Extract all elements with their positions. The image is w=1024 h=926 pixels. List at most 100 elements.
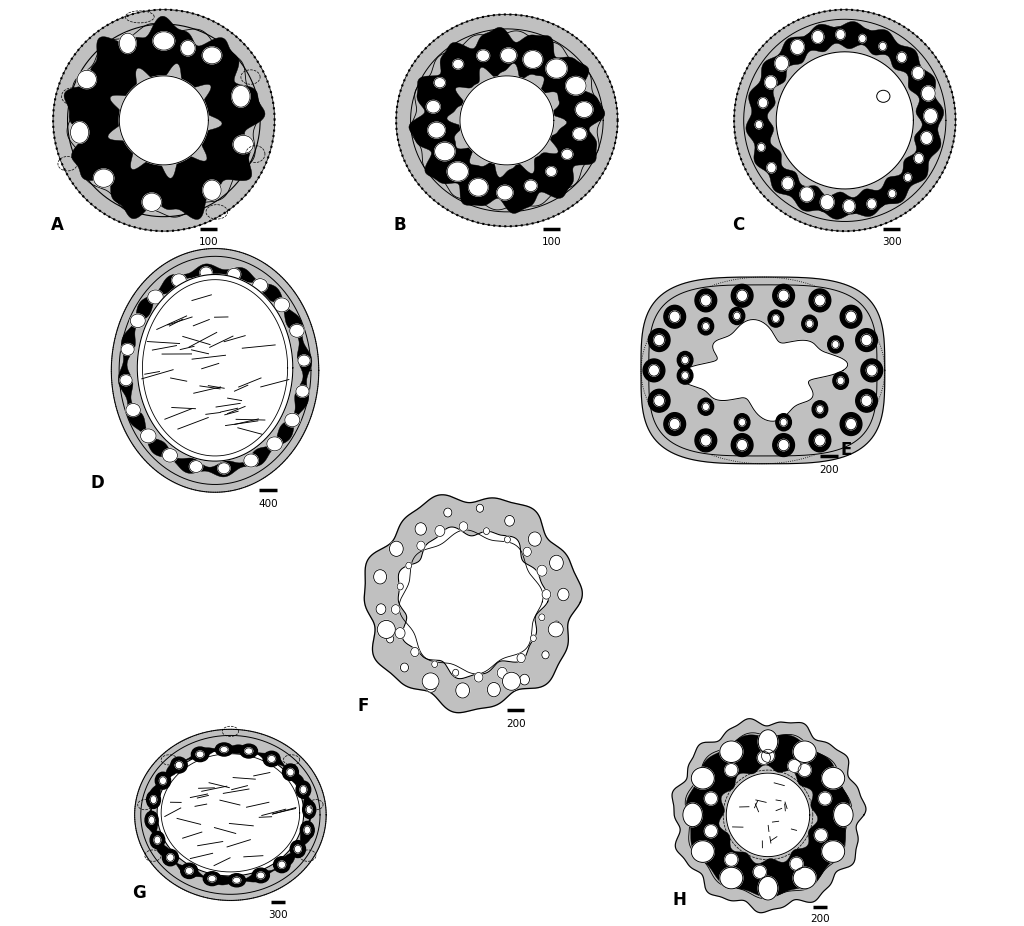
Ellipse shape: [185, 868, 194, 874]
Ellipse shape: [809, 429, 830, 452]
Ellipse shape: [417, 541, 425, 550]
Text: 300: 300: [882, 237, 901, 247]
Ellipse shape: [653, 334, 665, 345]
Ellipse shape: [846, 311, 856, 322]
Ellipse shape: [218, 463, 230, 474]
Ellipse shape: [477, 50, 489, 61]
Ellipse shape: [702, 322, 710, 331]
Ellipse shape: [705, 825, 718, 838]
Ellipse shape: [809, 289, 830, 312]
Text: 200: 200: [506, 719, 525, 729]
Ellipse shape: [71, 121, 89, 144]
Ellipse shape: [523, 51, 543, 69]
Ellipse shape: [539, 614, 545, 620]
Ellipse shape: [653, 395, 665, 407]
Ellipse shape: [856, 389, 878, 412]
Ellipse shape: [754, 866, 766, 879]
Ellipse shape: [790, 857, 803, 870]
Polygon shape: [743, 19, 946, 221]
Ellipse shape: [395, 628, 406, 639]
Ellipse shape: [841, 306, 862, 328]
Ellipse shape: [695, 289, 717, 312]
Ellipse shape: [542, 651, 549, 659]
Text: 200: 200: [810, 914, 829, 923]
Ellipse shape: [758, 876, 778, 900]
Ellipse shape: [120, 33, 136, 54]
Ellipse shape: [453, 59, 464, 69]
Ellipse shape: [833, 372, 849, 389]
Ellipse shape: [121, 344, 134, 356]
Ellipse shape: [163, 448, 177, 462]
Ellipse shape: [434, 143, 455, 161]
Ellipse shape: [836, 30, 845, 40]
Text: 100: 100: [542, 237, 561, 247]
Ellipse shape: [758, 751, 770, 764]
Ellipse shape: [782, 177, 794, 190]
Ellipse shape: [374, 569, 387, 584]
Ellipse shape: [818, 792, 831, 805]
Text: G: G: [133, 884, 146, 903]
Ellipse shape: [561, 149, 572, 159]
Ellipse shape: [904, 173, 911, 181]
Ellipse shape: [912, 67, 924, 80]
Ellipse shape: [415, 522, 426, 535]
Ellipse shape: [698, 318, 714, 335]
Ellipse shape: [758, 730, 778, 754]
Polygon shape: [157, 750, 304, 876]
Ellipse shape: [397, 583, 403, 590]
Ellipse shape: [215, 743, 232, 756]
Ellipse shape: [546, 167, 557, 176]
Ellipse shape: [814, 829, 827, 842]
Ellipse shape: [705, 792, 718, 805]
Polygon shape: [726, 773, 810, 857]
Ellipse shape: [126, 404, 140, 417]
Ellipse shape: [731, 284, 753, 307]
Polygon shape: [745, 21, 944, 219]
Ellipse shape: [572, 128, 587, 140]
Text: H: H: [672, 891, 686, 908]
Polygon shape: [686, 735, 850, 897]
Ellipse shape: [200, 267, 212, 278]
Text: 100: 100: [199, 237, 218, 247]
Text: 400: 400: [258, 499, 278, 508]
Ellipse shape: [501, 48, 517, 63]
Polygon shape: [134, 730, 327, 900]
Ellipse shape: [456, 682, 470, 698]
Ellipse shape: [859, 34, 866, 43]
Polygon shape: [365, 494, 583, 713]
Ellipse shape: [175, 761, 182, 769]
Ellipse shape: [812, 31, 823, 44]
Text: B: B: [393, 216, 407, 233]
Ellipse shape: [914, 153, 924, 163]
Ellipse shape: [406, 562, 412, 569]
Ellipse shape: [285, 413, 300, 427]
Ellipse shape: [422, 673, 439, 690]
Ellipse shape: [677, 352, 693, 369]
Ellipse shape: [695, 429, 717, 452]
Ellipse shape: [447, 162, 468, 181]
Ellipse shape: [846, 419, 856, 430]
Ellipse shape: [768, 310, 783, 327]
Ellipse shape: [130, 314, 145, 328]
Ellipse shape: [643, 359, 665, 382]
Ellipse shape: [922, 86, 935, 101]
Ellipse shape: [228, 874, 246, 887]
Ellipse shape: [151, 832, 165, 849]
Ellipse shape: [814, 294, 825, 307]
Ellipse shape: [140, 429, 156, 443]
Ellipse shape: [542, 590, 551, 599]
Ellipse shape: [426, 100, 440, 113]
Ellipse shape: [244, 454, 258, 467]
Polygon shape: [396, 15, 617, 226]
Ellipse shape: [208, 875, 216, 882]
Ellipse shape: [791, 40, 804, 55]
Ellipse shape: [648, 389, 670, 412]
Ellipse shape: [148, 816, 155, 824]
Polygon shape: [641, 277, 885, 464]
Text: 300: 300: [268, 909, 288, 920]
Polygon shape: [460, 76, 554, 165]
Ellipse shape: [720, 868, 742, 889]
Ellipse shape: [171, 757, 187, 773]
Ellipse shape: [691, 768, 715, 789]
Ellipse shape: [778, 290, 790, 302]
